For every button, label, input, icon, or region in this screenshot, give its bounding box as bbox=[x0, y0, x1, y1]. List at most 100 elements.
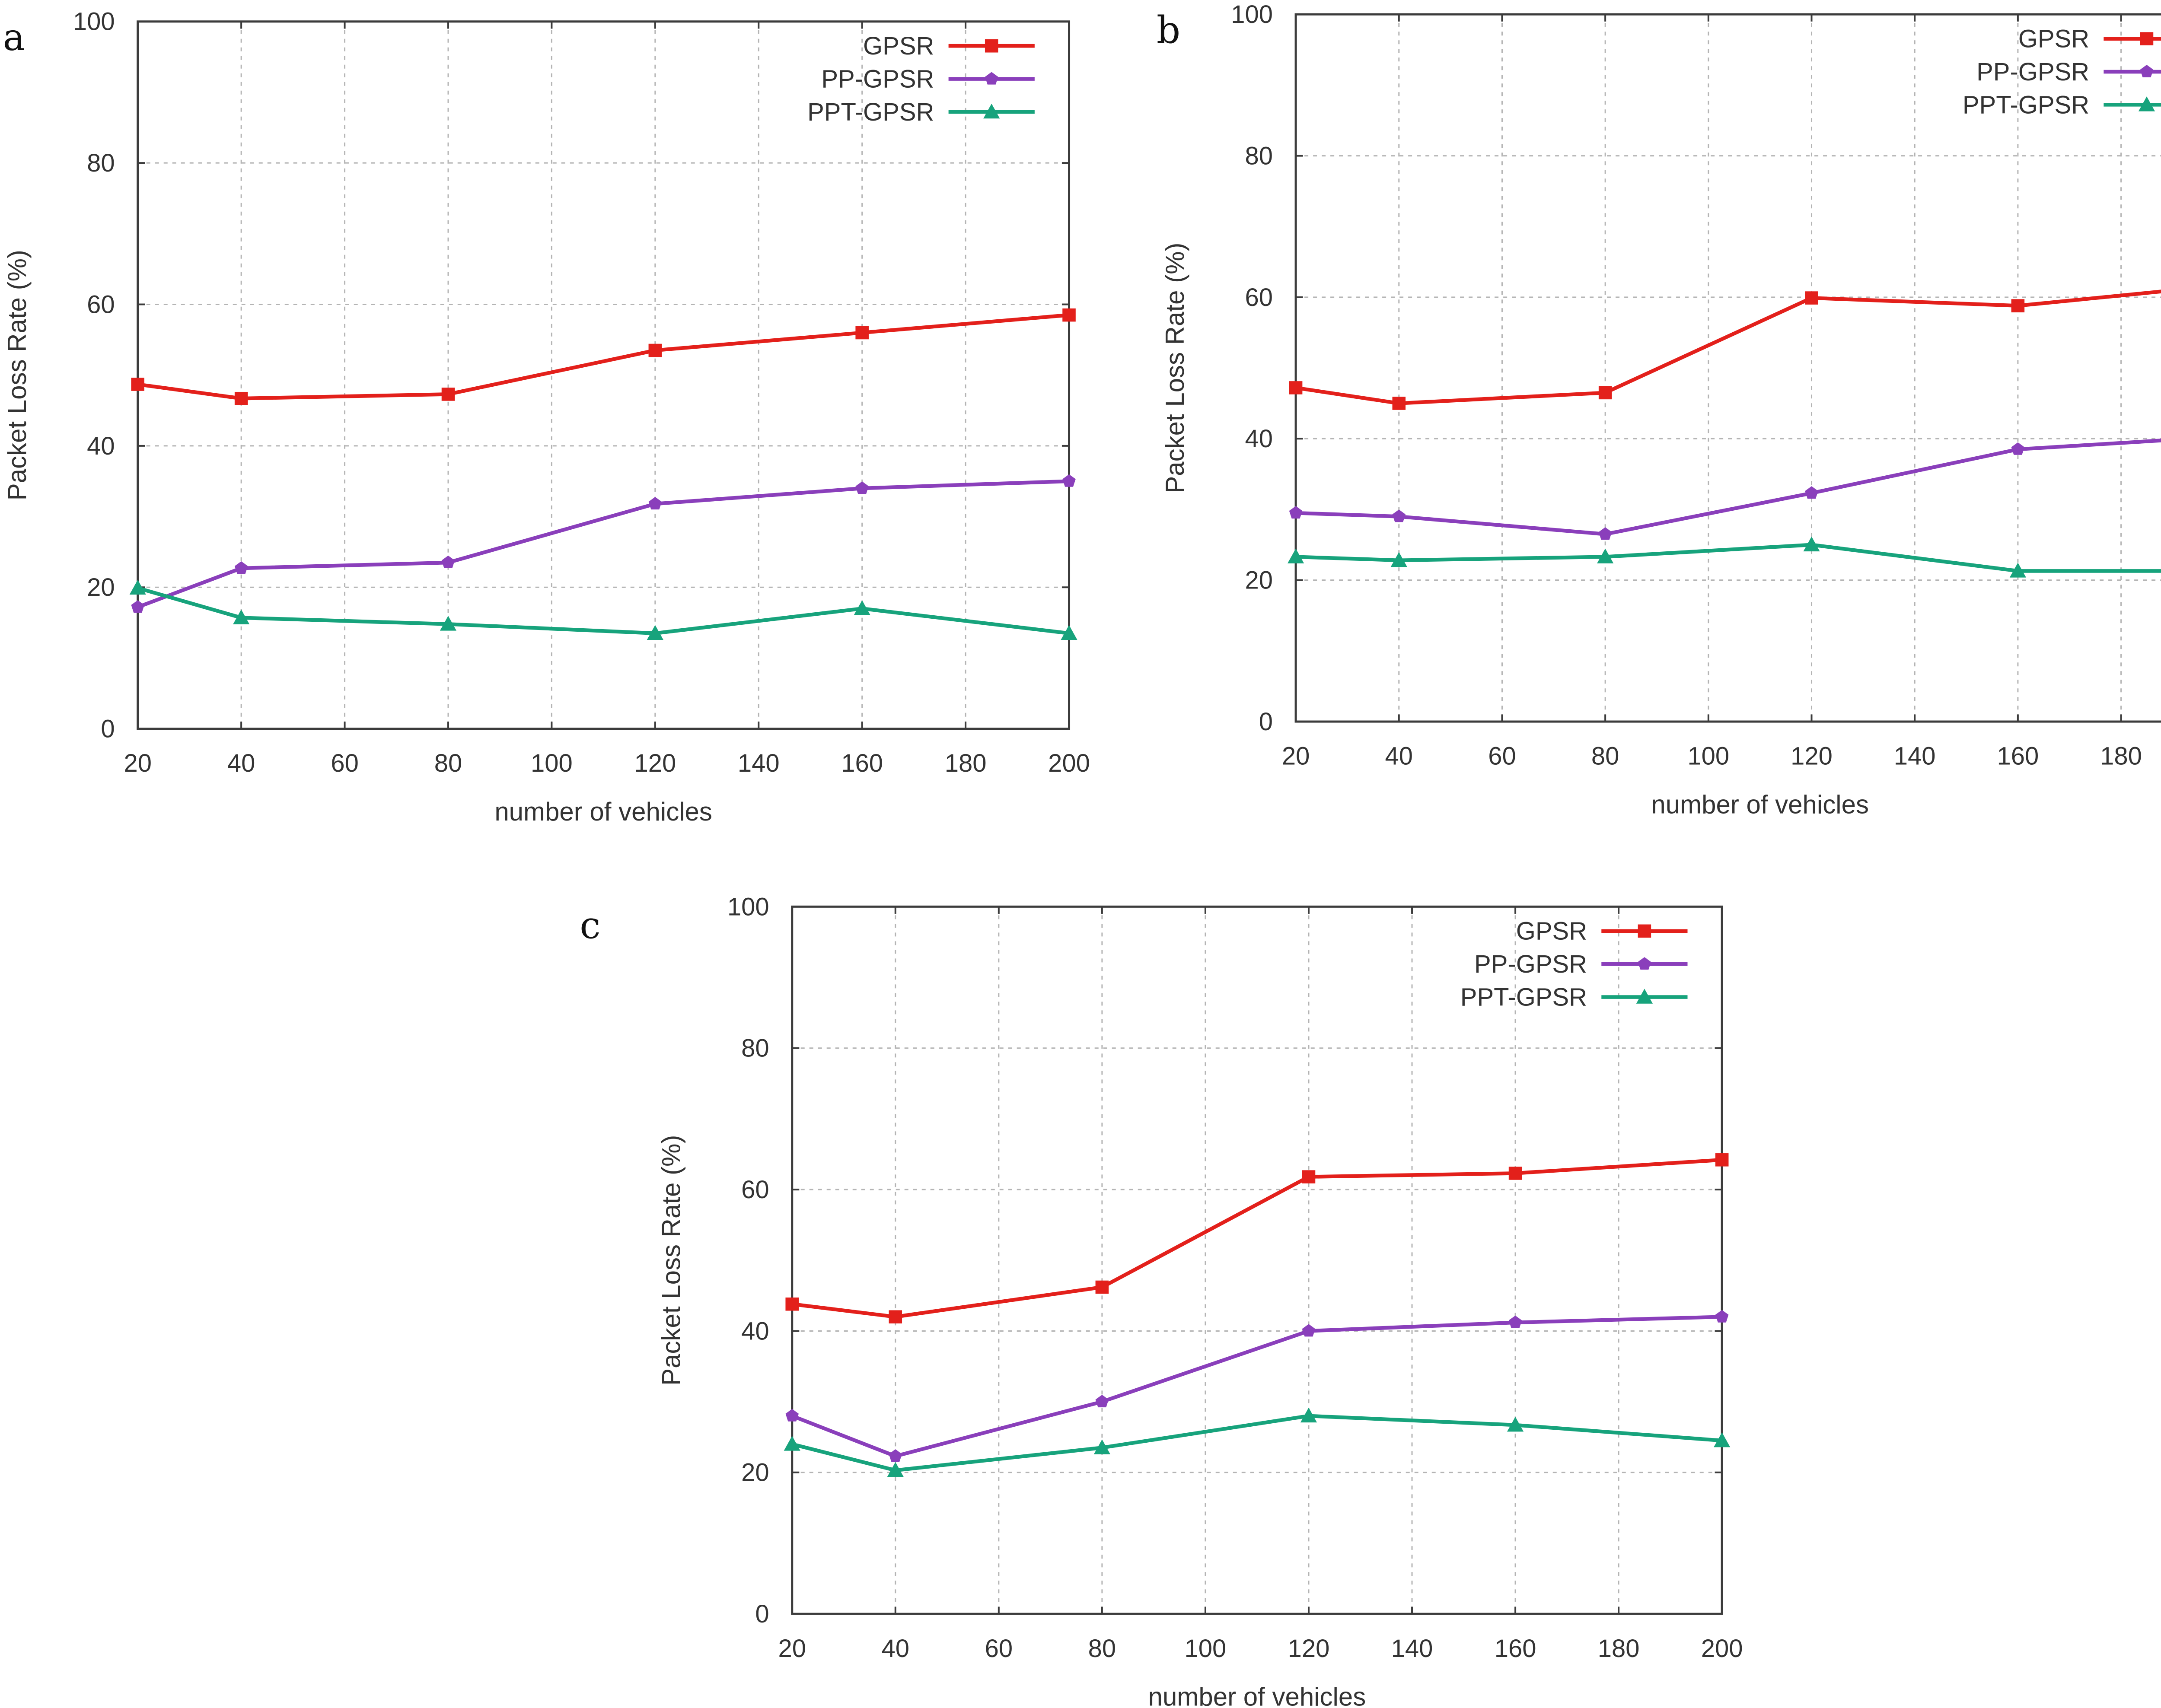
x-axis-title: number of vehicles bbox=[494, 797, 712, 826]
legend-swatch-marker bbox=[1636, 989, 1653, 1004]
legend-swatch-marker bbox=[2140, 32, 2154, 45]
x-tick-label: 60 bbox=[1488, 742, 1516, 770]
legend-label: PPT-GPSR bbox=[807, 98, 934, 126]
data-point bbox=[887, 1462, 904, 1477]
data-point bbox=[234, 561, 248, 574]
legend-item: PPT-GPSR bbox=[1460, 983, 1688, 1011]
y-tick-label: 60 bbox=[1245, 283, 1273, 312]
series-line bbox=[791, 1315, 1722, 1458]
x-tick-label: 140 bbox=[738, 749, 780, 777]
x-tick-label: 120 bbox=[634, 749, 676, 777]
legend-item: PP-GPSR bbox=[821, 65, 1035, 93]
series-gpsr bbox=[1289, 289, 2161, 410]
legend: GPSR PP-GPSR PPT-GPSR bbox=[1963, 25, 2161, 119]
data-point bbox=[1508, 1315, 1522, 1328]
y-tick-label: 80 bbox=[741, 1034, 769, 1062]
x-axis-title: number of vehicles bbox=[1651, 790, 1869, 819]
y-tick-label: 40 bbox=[87, 432, 115, 460]
legend-item: PP-GPSR bbox=[1976, 58, 2161, 86]
legend: GPSR PP-GPSR PPT-GPSR bbox=[807, 32, 1035, 126]
data-point bbox=[2011, 299, 2025, 312]
data-point bbox=[1715, 1310, 1729, 1323]
series-line bbox=[1295, 543, 2161, 573]
data-point bbox=[234, 391, 248, 405]
data-point bbox=[440, 616, 457, 631]
legend-label: GPSR bbox=[2018, 25, 2089, 53]
data-point bbox=[1508, 1167, 1522, 1180]
x-tick-label: 20 bbox=[1282, 742, 1310, 770]
legend-swatch-marker bbox=[1638, 924, 1651, 938]
series-line bbox=[137, 586, 1070, 636]
data-point bbox=[855, 326, 869, 340]
data-point bbox=[1598, 386, 1612, 400]
x-tick-label: 180 bbox=[945, 749, 987, 777]
data-point bbox=[1392, 397, 1406, 410]
data-point bbox=[784, 1436, 800, 1451]
data-point bbox=[1714, 1432, 1731, 1447]
panel-letter: b bbox=[1157, 9, 1180, 52]
data-point bbox=[1598, 527, 1612, 540]
data-point bbox=[1288, 548, 1304, 563]
series-gpsr bbox=[785, 1153, 1729, 1323]
legend-label: PPT-GPSR bbox=[1963, 91, 2089, 119]
series-line bbox=[1295, 289, 2161, 405]
x-tick-label: 20 bbox=[124, 749, 152, 777]
data-point bbox=[441, 555, 455, 568]
data-point bbox=[129, 579, 146, 595]
legend-item: GPSR bbox=[863, 32, 1035, 60]
data-point bbox=[1302, 1170, 1316, 1183]
legend-item: GPSR bbox=[1516, 917, 1688, 945]
data-point bbox=[1093, 1439, 1110, 1454]
x-tick-label: 200 bbox=[1048, 749, 1090, 777]
x-axis-title: number of vehicles bbox=[1148, 1683, 1366, 1708]
data-point bbox=[441, 388, 455, 401]
data-point bbox=[1715, 1153, 1729, 1167]
data-point bbox=[1300, 1407, 1317, 1423]
x-tick-label: 40 bbox=[1385, 742, 1413, 770]
series-ppt-gpsr bbox=[784, 1407, 1731, 1477]
legend-item: PP-GPSR bbox=[1474, 950, 1688, 978]
series-gpsr bbox=[131, 308, 1076, 405]
y-tick-label: 0 bbox=[101, 715, 115, 743]
x-tick-label: 160 bbox=[841, 749, 883, 777]
x-tick-label: 40 bbox=[227, 749, 255, 777]
legend-item: PPT-GPSR bbox=[807, 98, 1035, 126]
data-point bbox=[1095, 1280, 1109, 1294]
y-axis-title: Packet Loss Rate (%) bbox=[1160, 243, 1189, 493]
data-point bbox=[854, 600, 870, 615]
legend-item: PPT-GPSR bbox=[1963, 91, 2161, 119]
chart-panel-c: c 20 40 60 80 100 120 140 160 180 200 0 20 40 60 80 100 n… bbox=[580, 893, 1743, 1708]
series-line bbox=[1295, 439, 2161, 536]
x-tick-label: 120 bbox=[1791, 742, 1833, 770]
x-tick-label: 200 bbox=[1701, 1635, 1743, 1663]
x-tick-label: 180 bbox=[1598, 1635, 1640, 1663]
y-tick-label: 0 bbox=[755, 1600, 769, 1628]
data-point bbox=[889, 1449, 902, 1462]
series-ppt-gpsr bbox=[1288, 536, 2161, 578]
legend-swatch-marker bbox=[983, 103, 1000, 119]
legend-swatch-marker bbox=[2140, 65, 2154, 77]
data-point bbox=[2009, 563, 2026, 578]
y-tick-label: 40 bbox=[1245, 425, 1273, 453]
data-point bbox=[1805, 291, 1818, 305]
y-tick-label: 80 bbox=[87, 149, 115, 177]
series-line bbox=[137, 479, 1069, 609]
panel-letter: a bbox=[3, 16, 25, 59]
legend-label: GPSR bbox=[1516, 917, 1587, 945]
legend-swatch-marker bbox=[2138, 96, 2155, 111]
y-tick-label: 20 bbox=[741, 1459, 769, 1487]
y-tick-label: 80 bbox=[1245, 142, 1273, 170]
y-axis-title: Packet Loss Rate (%) bbox=[3, 250, 32, 500]
y-tick-label: 100 bbox=[727, 893, 769, 921]
data-point bbox=[1597, 548, 1614, 563]
legend: GPSR PP-GPSR PPT-GPSR bbox=[1460, 917, 1688, 1011]
data-point bbox=[1095, 1395, 1109, 1408]
chart-panel-a: a 20 40 60 80 100 120 140 160 180 200 0 20 40 60 80 100 n… bbox=[3, 8, 1090, 826]
data-point bbox=[2011, 442, 2025, 455]
series-pp-gpsr bbox=[131, 474, 1076, 613]
data-point bbox=[1302, 1324, 1316, 1337]
chart-panel-b: b20406080100120140160180200020406080100n… bbox=[1157, 0, 2161, 819]
data-point bbox=[855, 481, 869, 494]
data-point bbox=[1062, 308, 1076, 322]
